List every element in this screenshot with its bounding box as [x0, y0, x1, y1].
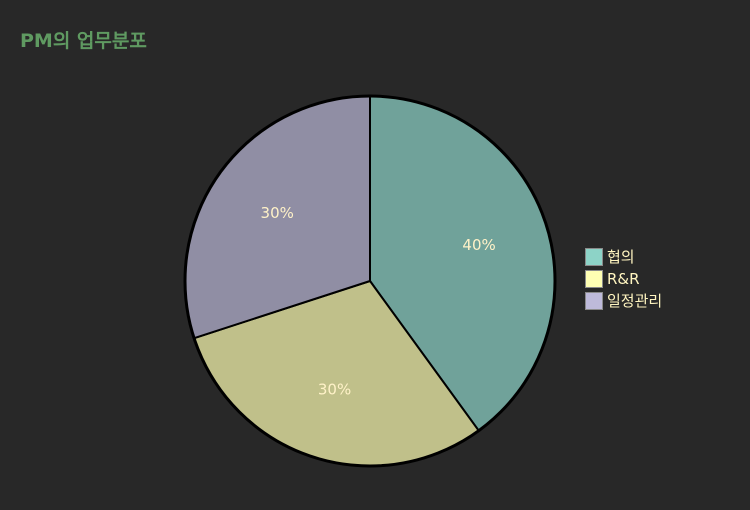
chart-title: PM의 업무분포	[20, 30, 147, 52]
legend-swatch	[585, 248, 603, 266]
pie-slices	[184, 95, 556, 467]
legend-swatch	[585, 292, 603, 310]
legend-item: R&R	[585, 268, 662, 290]
legend-item: 일정관리	[585, 290, 662, 312]
legend: 협의 R&R 일정관리	[585, 246, 662, 312]
legend-label: 협의	[607, 248, 635, 266]
pie-outline	[183, 94, 557, 468]
pie-slice-labels: 40% 30% 30%	[261, 204, 496, 399]
slice-value-label: 30%	[261, 204, 294, 222]
slice-value-label: 40%	[462, 236, 495, 254]
legend-swatch	[585, 270, 603, 288]
legend-label: 일정관리	[607, 292, 663, 310]
legend-label: R&R	[607, 270, 640, 288]
slice-value-label: 30%	[318, 381, 351, 399]
legend-item: 협의	[585, 246, 662, 268]
